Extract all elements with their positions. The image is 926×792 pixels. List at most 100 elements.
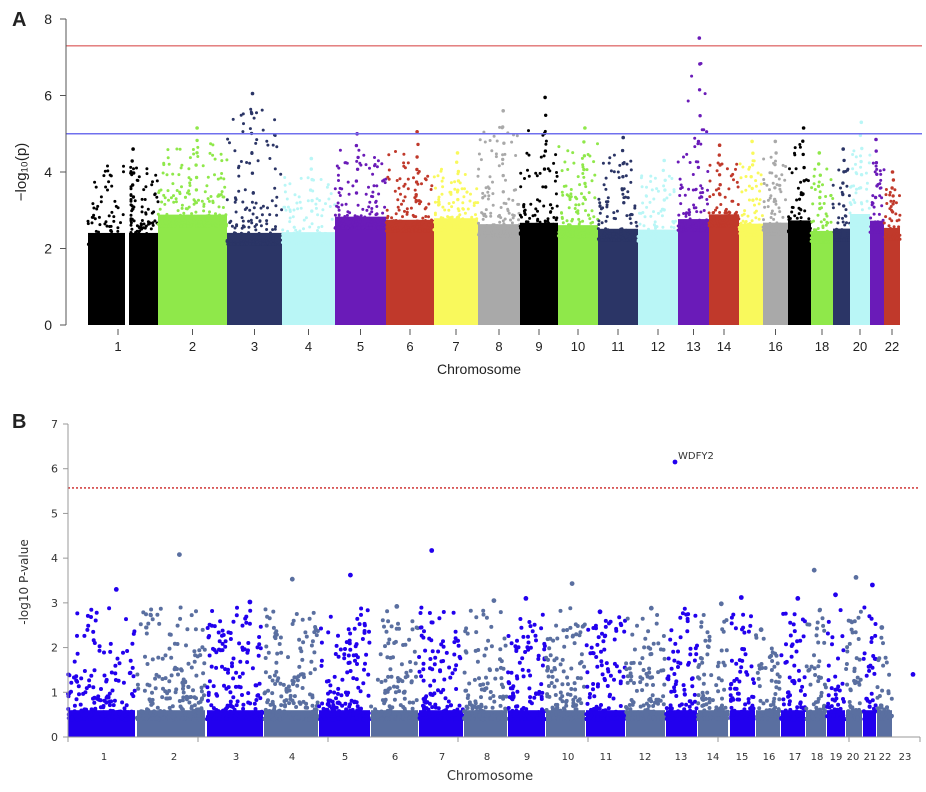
point (782, 232, 786, 236)
chromosome-14-points (707, 143, 741, 325)
point (149, 607, 154, 612)
point (693, 228, 697, 232)
point (699, 142, 703, 146)
point (181, 690, 186, 695)
point (270, 199, 274, 203)
point (383, 644, 387, 649)
point (69, 680, 74, 685)
point (799, 220, 803, 223)
point (479, 702, 484, 707)
point (568, 198, 572, 202)
x-tick-label: 12 (651, 339, 665, 354)
point (740, 213, 744, 217)
point (195, 201, 198, 205)
point (221, 206, 225, 209)
point (626, 232, 630, 236)
point (542, 228, 545, 231)
point (803, 209, 807, 213)
point (452, 640, 457, 645)
point (892, 225, 896, 229)
point (283, 205, 287, 209)
point (316, 229, 319, 232)
point (150, 657, 155, 662)
point (461, 201, 465, 205)
point (302, 675, 306, 680)
point (672, 221, 676, 225)
point (224, 224, 228, 228)
point (461, 227, 465, 230)
point (491, 227, 495, 231)
point (495, 224, 499, 228)
point (825, 214, 829, 218)
point (498, 695, 503, 699)
point (751, 198, 755, 202)
point (107, 606, 112, 611)
point (492, 699, 497, 704)
point (409, 679, 414, 684)
point (839, 232, 842, 236)
point (375, 205, 379, 208)
point (665, 196, 669, 200)
point (383, 217, 387, 220)
point (226, 630, 231, 635)
point (359, 214, 363, 218)
point (196, 700, 201, 705)
point (69, 717, 74, 722)
point (868, 153, 872, 157)
point (560, 169, 564, 173)
point (436, 200, 440, 204)
point (343, 161, 347, 165)
point (453, 187, 457, 191)
point (353, 658, 357, 663)
point (759, 182, 763, 186)
point (436, 223, 439, 227)
chromosome-12-points (636, 158, 679, 325)
point (299, 176, 303, 180)
point (150, 701, 155, 706)
point (446, 699, 451, 704)
point (271, 228, 275, 232)
point (94, 610, 99, 615)
point (774, 159, 777, 163)
point (406, 187, 410, 191)
point (297, 195, 301, 199)
point (388, 227, 392, 231)
point (527, 174, 531, 178)
x-tick-label: 11 (611, 339, 625, 354)
point (620, 148, 625, 153)
point (335, 164, 339, 168)
point (257, 642, 262, 647)
point (187, 205, 191, 209)
point (392, 219, 396, 223)
point (375, 714, 380, 719)
point (582, 175, 586, 179)
point (448, 703, 453, 708)
point (612, 211, 616, 215)
point (380, 618, 385, 623)
point (142, 188, 146, 192)
point (194, 210, 198, 214)
point (182, 218, 186, 222)
point (694, 187, 698, 191)
point (758, 198, 762, 202)
point (628, 237, 632, 240)
point (344, 202, 348, 206)
point (246, 641, 251, 645)
point (232, 231, 236, 235)
point (566, 168, 570, 171)
point (849, 203, 853, 206)
point (642, 224, 646, 228)
point (553, 179, 557, 183)
point (102, 240, 106, 244)
point (271, 625, 276, 630)
point (97, 239, 101, 243)
point (300, 657, 305, 662)
point (258, 646, 263, 651)
point (885, 202, 889, 205)
point (401, 215, 404, 219)
point (283, 713, 288, 718)
point (353, 223, 357, 227)
point (110, 184, 114, 188)
point (653, 220, 657, 224)
point (863, 223, 867, 227)
